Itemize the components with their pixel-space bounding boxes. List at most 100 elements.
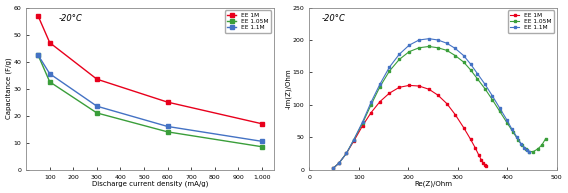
EE 1.05M: [538, 144, 545, 146]
EE 1.1M: [496, 107, 503, 109]
EE 1.1M: [396, 53, 403, 55]
EE 1M: [336, 162, 343, 164]
EE 1M: [386, 92, 393, 94]
Line: EE 1.1M: EE 1.1M: [36, 53, 264, 143]
EE 1.1M: [359, 121, 366, 123]
EE 1.05M: [523, 148, 529, 150]
EE 1.05M: [94, 112, 101, 114]
EE 1.05M: [489, 98, 496, 101]
EE 1M: [329, 167, 336, 170]
EE 1M: [396, 86, 403, 88]
EE 1.05M: [526, 150, 533, 153]
EE 1.05M: [509, 131, 516, 133]
EE 1M: [350, 140, 357, 142]
EE 1.1M: [406, 44, 412, 46]
EE 1.05M: [482, 87, 488, 90]
EE 1.1M: [474, 73, 481, 75]
Y-axis label: -Im(Z)/Ohm: -Im(Z)/Ohm: [285, 68, 291, 109]
EE 1.05M: [258, 146, 265, 148]
Y-axis label: Capacitance (F/g): Capacitance (F/g): [6, 58, 12, 119]
EE 1.1M: [350, 139, 357, 141]
EE 1M: [452, 113, 458, 116]
EE 1.05M: [435, 47, 441, 49]
EE 1.1M: [467, 63, 474, 65]
EE 1M: [367, 112, 374, 114]
EE 1.05M: [377, 85, 383, 88]
EE 1.05M: [406, 51, 412, 53]
EE 1M: [258, 123, 265, 125]
EE 1.05M: [515, 139, 521, 141]
EE 1.05M: [367, 104, 374, 106]
EE 1.1M: [416, 39, 423, 41]
EE 1.1M: [452, 47, 458, 50]
EE 1M: [472, 147, 479, 149]
EE 1M: [480, 162, 487, 164]
EE 1.05M: [452, 54, 458, 57]
X-axis label: Discharge current density (mA/g): Discharge current density (mA/g): [91, 181, 208, 187]
EE 1.1M: [504, 119, 511, 122]
EE 1M: [406, 84, 412, 86]
EE 1.1M: [482, 83, 488, 85]
EE 1.05M: [444, 49, 450, 52]
EE 1M: [164, 101, 171, 103]
EE 1.1M: [513, 136, 520, 138]
X-axis label: Re(Z)/Ohm: Re(Z)/Ohm: [414, 181, 452, 187]
EE 1.05M: [416, 47, 423, 49]
EE 1.1M: [35, 54, 41, 56]
EE 1.05M: [530, 150, 537, 153]
EE 1.05M: [460, 61, 467, 63]
EE 1M: [478, 159, 485, 161]
EE 1.1M: [526, 150, 533, 153]
EE 1.05M: [467, 69, 474, 71]
EE 1.05M: [359, 122, 366, 124]
EE 1.05M: [474, 78, 481, 80]
EE 1.1M: [329, 167, 336, 170]
EE 1.1M: [435, 39, 441, 41]
EE 1M: [467, 138, 474, 140]
Line: EE 1.1M: EE 1.1M: [332, 37, 531, 170]
EE 1.1M: [444, 42, 450, 44]
EE 1.05M: [164, 131, 171, 133]
Legend: EE 1M, EE 1.05M, EE 1.1M: EE 1M, EE 1.05M, EE 1.1M: [225, 10, 271, 33]
EE 1.1M: [386, 66, 393, 68]
EE 1.05M: [350, 139, 357, 141]
EE 1.05M: [396, 58, 403, 61]
Line: EE 1M: EE 1M: [36, 14, 264, 126]
EE 1M: [425, 88, 432, 91]
EE 1M: [416, 85, 423, 87]
EE 1.05M: [386, 70, 393, 72]
EE 1.1M: [509, 128, 516, 131]
EE 1M: [482, 164, 488, 166]
EE 1M: [483, 165, 490, 168]
EE 1.1M: [258, 140, 265, 142]
EE 1.1M: [367, 101, 374, 103]
EE 1M: [444, 102, 450, 105]
EE 1.1M: [489, 95, 496, 97]
EE 1.1M: [343, 152, 350, 155]
EE 1.05M: [504, 122, 511, 124]
EE 1.05M: [343, 152, 350, 155]
EE 1M: [343, 152, 350, 155]
EE 1.05M: [425, 45, 432, 48]
Text: -20°C: -20°C: [59, 14, 82, 23]
EE 1.05M: [542, 137, 549, 140]
Line: EE 1.05M: EE 1.05M: [36, 53, 264, 149]
Text: -20°C: -20°C: [321, 14, 345, 23]
EE 1M: [47, 41, 53, 44]
EE 1.05M: [329, 167, 336, 170]
EE 1M: [460, 126, 467, 129]
EE 1.1M: [460, 54, 467, 57]
EE 1.1M: [524, 149, 531, 151]
EE 1.1M: [425, 37, 432, 40]
EE 1.05M: [336, 162, 343, 164]
EE 1.1M: [336, 162, 343, 164]
EE 1M: [475, 154, 482, 157]
EE 1.1M: [521, 146, 528, 149]
EE 1.05M: [496, 110, 503, 113]
EE 1.05M: [47, 81, 53, 83]
EE 1.1M: [517, 143, 524, 145]
EE 1.1M: [94, 105, 101, 107]
EE 1.1M: [164, 125, 171, 128]
EE 1.05M: [534, 148, 541, 150]
Line: EE 1.05M: EE 1.05M: [332, 45, 547, 170]
